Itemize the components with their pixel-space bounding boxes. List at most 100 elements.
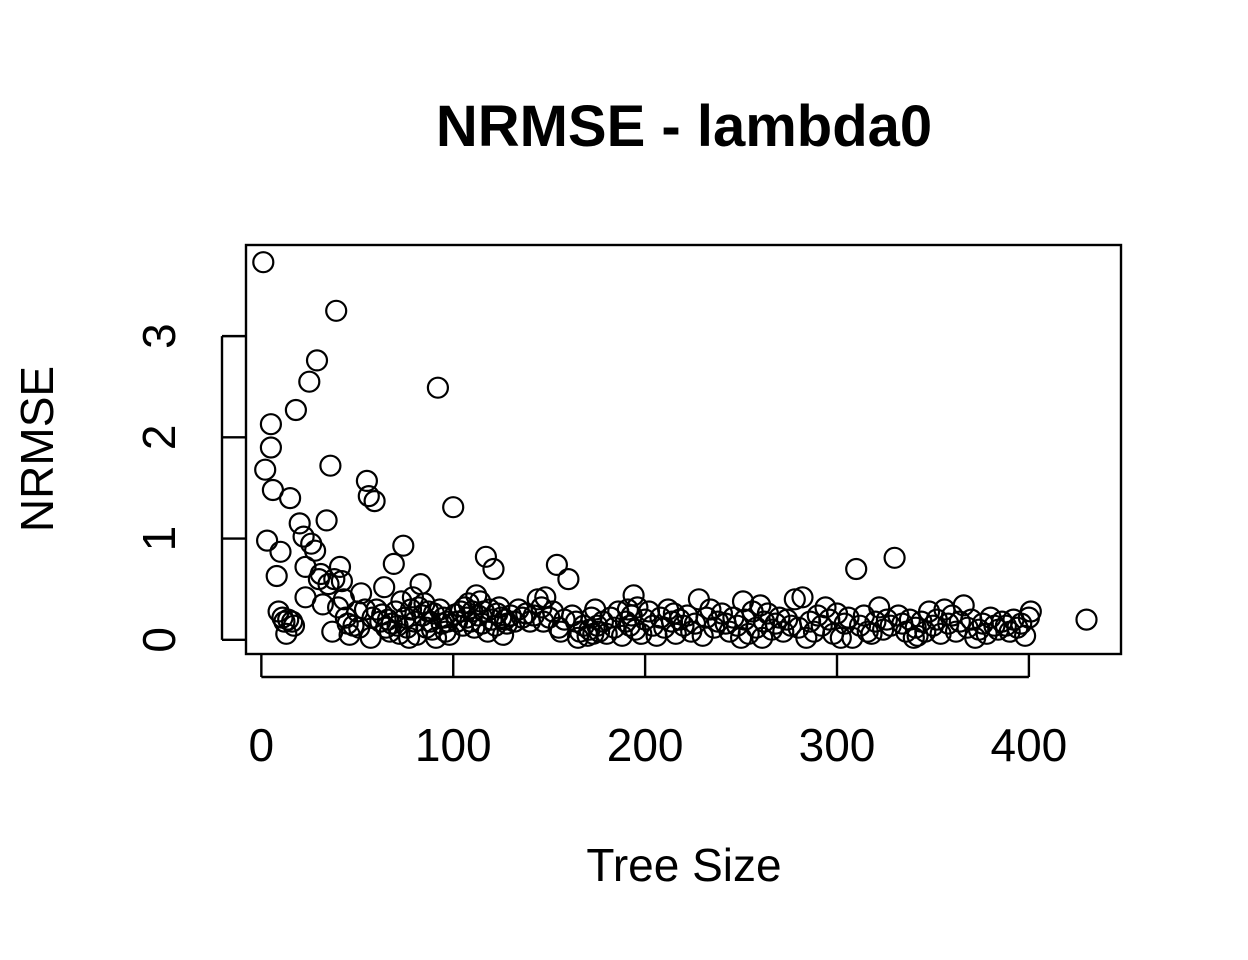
data-point	[363, 490, 386, 513]
data-point	[325, 299, 348, 322]
data-point	[875, 608, 899, 631]
y-axis-label: NRMSE	[11, 366, 63, 532]
chart-title: NRMSE - lambda0	[436, 94, 932, 159]
data-point	[672, 614, 695, 637]
x-tick-label: 100	[415, 719, 492, 771]
data-point	[492, 623, 515, 646]
data-point	[392, 534, 415, 557]
x-axis: 0 100 200 300 400	[249, 654, 1068, 771]
data-point	[273, 610, 296, 633]
data-point	[386, 614, 409, 637]
data-point	[275, 622, 298, 645]
data-point	[829, 626, 852, 649]
data-point	[1019, 600, 1042, 623]
x-tick-label: 400	[991, 719, 1068, 771]
data-point	[252, 251, 275, 274]
data-point	[660, 610, 684, 633]
data-point	[388, 622, 411, 645]
data-point	[814, 596, 837, 619]
data-points-layer	[252, 251, 1098, 649]
data-point	[298, 370, 321, 393]
data-point	[292, 525, 315, 548]
data-point	[764, 612, 787, 635]
y-axis: 0 1 2 3	[133, 323, 246, 653]
data-point	[282, 614, 306, 637]
data-point	[772, 620, 795, 643]
y-tick-label: 3	[133, 323, 185, 349]
data-point	[545, 553, 569, 577]
data-point	[373, 576, 396, 599]
data-point	[269, 540, 292, 563]
data-point	[304, 539, 327, 562]
data-point	[630, 622, 653, 645]
data-point	[917, 600, 941, 623]
data-point	[791, 586, 814, 609]
data-point	[775, 608, 799, 631]
data-point	[833, 612, 856, 635]
y-tick-label: 0	[133, 627, 185, 653]
data-point	[482, 557, 505, 581]
data-point	[868, 596, 891, 619]
data-point	[845, 557, 868, 581]
data-point	[355, 469, 378, 492]
data-point	[315, 509, 338, 532]
data-point	[305, 349, 329, 372]
data-point	[768, 606, 791, 629]
data-point	[795, 626, 818, 649]
data-point	[357, 485, 380, 508]
data-point	[442, 496, 465, 519]
data-point	[277, 608, 300, 631]
data-point	[311, 593, 334, 616]
data-point	[664, 622, 687, 645]
data-point	[265, 564, 288, 588]
data-point	[883, 546, 906, 569]
data-point	[595, 622, 618, 645]
data-point	[328, 555, 352, 579]
data-point	[952, 594, 975, 617]
data-point	[622, 584, 645, 607]
data-point	[618, 614, 641, 637]
data-point	[330, 569, 353, 593]
data-point	[904, 616, 927, 639]
data-point	[994, 614, 1018, 637]
data-point	[921, 614, 945, 637]
data-point	[375, 616, 398, 639]
data-point	[474, 545, 497, 568]
data-point	[353, 598, 377, 621]
data-point	[975, 622, 998, 645]
data-point	[317, 572, 340, 596]
x-tick-label: 0	[249, 719, 275, 771]
data-point	[603, 616, 626, 639]
data-point	[710, 602, 734, 625]
data-point	[1075, 608, 1098, 631]
data-point	[626, 596, 649, 619]
data-point	[687, 588, 711, 611]
data-point	[557, 567, 580, 591]
data-point	[703, 616, 726, 639]
x-tick-label: 200	[607, 719, 684, 771]
data-point	[259, 436, 282, 459]
x-tick-label: 300	[799, 719, 876, 771]
data-point	[848, 614, 872, 637]
data-point	[737, 622, 760, 645]
data-point	[783, 588, 806, 611]
data-point	[259, 413, 282, 436]
data-point	[749, 594, 772, 617]
data-point	[616, 598, 640, 621]
data-point	[426, 376, 449, 399]
data-point	[382, 552, 405, 576]
data-point	[294, 555, 317, 579]
data-point	[864, 610, 887, 633]
data-point	[948, 610, 971, 633]
y-tick-label: 2	[133, 425, 185, 451]
plot-area-frame	[244, 243, 1123, 656]
data-point	[319, 454, 342, 477]
data-point	[279, 487, 302, 510]
data-point	[288, 512, 311, 535]
x-axis-label: Tree Size	[586, 839, 781, 891]
data-point	[476, 620, 499, 643]
data-point	[284, 398, 307, 422]
data-point	[860, 622, 883, 645]
